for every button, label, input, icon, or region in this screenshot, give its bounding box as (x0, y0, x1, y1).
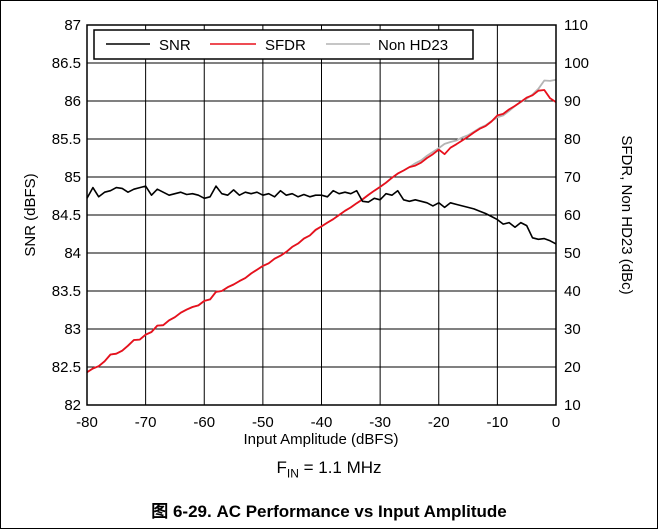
legend-label-non-hd23: Non HD23 (378, 37, 448, 54)
x-axis-label: Input Amplitude (dBFS) (243, 431, 398, 448)
legend-label-sfdr: SFDR (265, 37, 306, 54)
y-left-tick-label: 84 (64, 245, 81, 262)
x-tick-label: -60 (193, 414, 215, 431)
y-right-tick-label: 20 (564, 359, 581, 376)
y-left-tick-label: 83 (64, 321, 81, 338)
x-tick-label: -80 (76, 414, 98, 431)
y-right-tick-label: 90 (564, 93, 581, 110)
y-left-tick-label: 86 (64, 93, 81, 110)
x-tick-label: -40 (311, 414, 333, 431)
y-left-axis-label: SNR (dBFS) (22, 173, 39, 256)
y-left-tick-label: 87 (64, 17, 81, 34)
y-right-tick-label: 10 (564, 397, 581, 414)
legend-label-snr: SNR (159, 37, 191, 54)
x-tick-label: -10 (487, 414, 509, 431)
y-right-tick-label: 100 (564, 55, 589, 72)
subtitle-subscript: IN (286, 466, 299, 481)
series-line-sfdr (86, 89, 557, 374)
x-tick-label: -50 (252, 414, 274, 431)
series-line-snr (86, 185, 557, 245)
x-tick-label: -20 (428, 414, 450, 431)
x-tick-label: -30 (369, 414, 391, 431)
y-right-tick-label: 30 (564, 321, 581, 338)
y-left-tick-label: 84.5 (52, 207, 81, 224)
y-right-tick-label: 110 (564, 17, 588, 34)
y-right-axis-label: SFDR, Non HD23 (dBc) (618, 135, 635, 294)
plot-area-border (86, 24, 557, 406)
grid (87, 25, 556, 405)
y-right-tick-label: 40 (564, 283, 581, 300)
y-right-tick-label: 70 (564, 169, 581, 186)
figure-caption: 图 6-29. AC Performance vs Input Amplitud… (151, 502, 507, 521)
y-left-tick-label: 82.5 (52, 359, 81, 376)
tick-labels: -80 -70 -60 -50 -40 -30 -20 -10 0 82 82.5 83 83.5 84 8… (52, 17, 589, 431)
y-left-tick-label: 85.5 (52, 131, 81, 148)
y-right-tick-label: 60 (564, 207, 581, 224)
y-right-tick-label: 80 (564, 131, 581, 148)
series-layer (86, 78, 557, 374)
chart: -80 -70 -60 -50 -40 -30 -20 -10 0 82 82.5 83 83.5 84 8… (22, 17, 635, 448)
legend-box (93, 29, 474, 60)
chart-subtitle: FIN = 1.1 MHz (0, 458, 658, 480)
y-left-tick-label: 85 (64, 169, 81, 186)
legend: SNR SFDR Non HD23 (93, 29, 474, 60)
subtitle-suffix: = 1.1 MHz (298, 458, 382, 477)
y-left-tick-label: 82 (64, 397, 81, 414)
y-left-tick-label: 83.5 (52, 283, 81, 300)
y-left-tick-label: 86.5 (52, 55, 81, 72)
x-tick-label: -70 (135, 414, 157, 431)
y-right-tick-label: 50 (564, 245, 581, 262)
x-tick-label: 0 (552, 414, 560, 431)
subtitle-prefix: F (276, 458, 287, 477)
